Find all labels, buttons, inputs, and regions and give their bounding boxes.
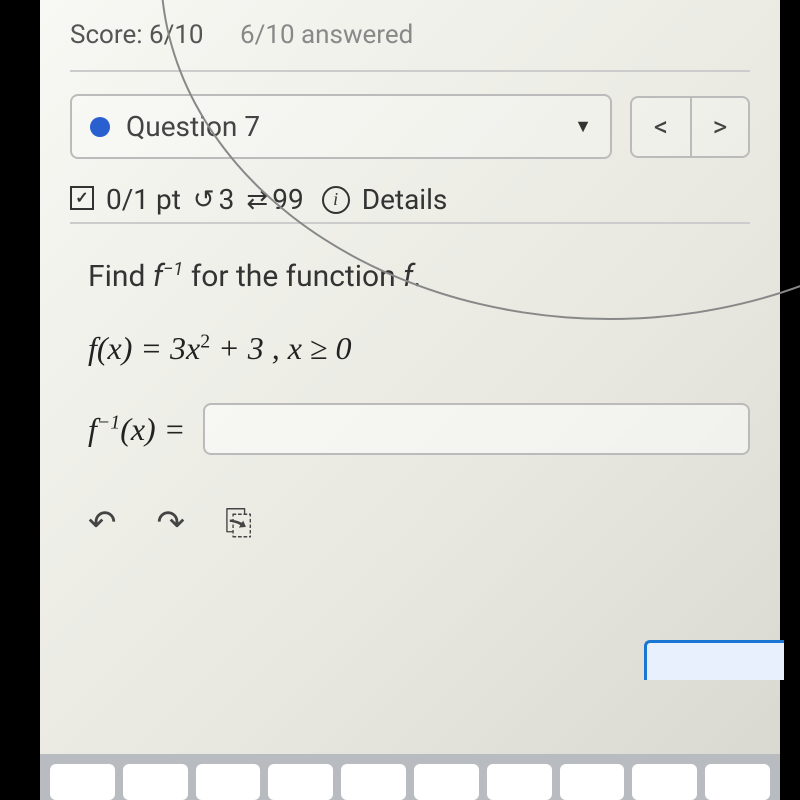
key[interactable] xyxy=(123,764,188,800)
retries-count: 3 xyxy=(219,183,235,216)
key[interactable] xyxy=(50,764,115,800)
math-expr: (x) = xyxy=(120,411,185,447)
next-question-button[interactable]: > xyxy=(690,98,748,156)
math-f: f xyxy=(403,259,413,294)
question-nav: < > xyxy=(630,96,750,158)
divider xyxy=(70,70,750,72)
undo-button[interactable]: ↶ xyxy=(88,503,117,543)
key[interactable] xyxy=(632,764,697,800)
key[interactable] xyxy=(705,764,770,800)
math-f: f xyxy=(153,259,163,294)
caret-down-icon: ▼ xyxy=(574,116,592,137)
question-meta: 0/1 pt ↺ 3 ⇄ 99 i Details xyxy=(70,183,750,216)
answer-input[interactable] xyxy=(203,403,750,455)
text: for the function xyxy=(183,259,403,294)
retry-icon: ↺ xyxy=(193,185,215,215)
info-icon[interactable]: i xyxy=(322,186,350,214)
function-definition: f(x) = 3x2 + 3 , x ≥ 0 xyxy=(88,330,750,367)
attempts-icon: ⇄ xyxy=(246,185,268,215)
attempts-count: 99 xyxy=(272,183,303,216)
paste-button[interactable]: ⎘ xyxy=(225,503,252,543)
key[interactable] xyxy=(487,764,552,800)
key[interactable] xyxy=(414,764,479,800)
on-screen-keyboard[interactable] xyxy=(40,754,780,800)
question-selector[interactable]: Question 7 ▼ xyxy=(70,94,612,159)
math-expr: + 3 , x ≥ 0 xyxy=(210,330,351,366)
math-f: f xyxy=(88,411,97,447)
score-value: 6/10 xyxy=(149,20,204,50)
answer-lhs: f−1(x) = xyxy=(88,411,185,448)
question-prompt: Find f−1 for the function f. xyxy=(88,258,750,294)
status-dot-icon xyxy=(90,117,110,137)
points-value: 0/1 pt xyxy=(106,183,181,216)
math-sup: −1 xyxy=(97,411,120,433)
key[interactable] xyxy=(341,764,406,800)
redo-button[interactable]: ↷ xyxy=(157,503,186,543)
key[interactable] xyxy=(268,764,333,800)
divider xyxy=(70,222,750,224)
question-label: Question 7 xyxy=(126,110,574,143)
key[interactable] xyxy=(196,764,261,800)
editor-toolbar: ↶ ↷ ⎘ xyxy=(70,495,750,555)
key[interactable] xyxy=(560,764,625,800)
math-expr: f(x) = 3x xyxy=(88,330,200,366)
text: . xyxy=(413,259,421,294)
details-link[interactable]: Details xyxy=(362,183,448,216)
math-sup: −1 xyxy=(163,258,183,280)
math-sup: 2 xyxy=(200,330,210,352)
score-label: Score: xyxy=(70,20,143,50)
score-bar: Score: 6/10 6/10 answered xyxy=(70,20,750,50)
checkbox-icon xyxy=(70,186,94,210)
focus-highlight xyxy=(644,640,784,680)
text: Find xyxy=(88,259,153,294)
answer-row: f−1(x) = xyxy=(88,403,750,455)
prev-question-button[interactable]: < xyxy=(632,98,690,156)
answered-count: 6/10 answered xyxy=(240,20,413,50)
